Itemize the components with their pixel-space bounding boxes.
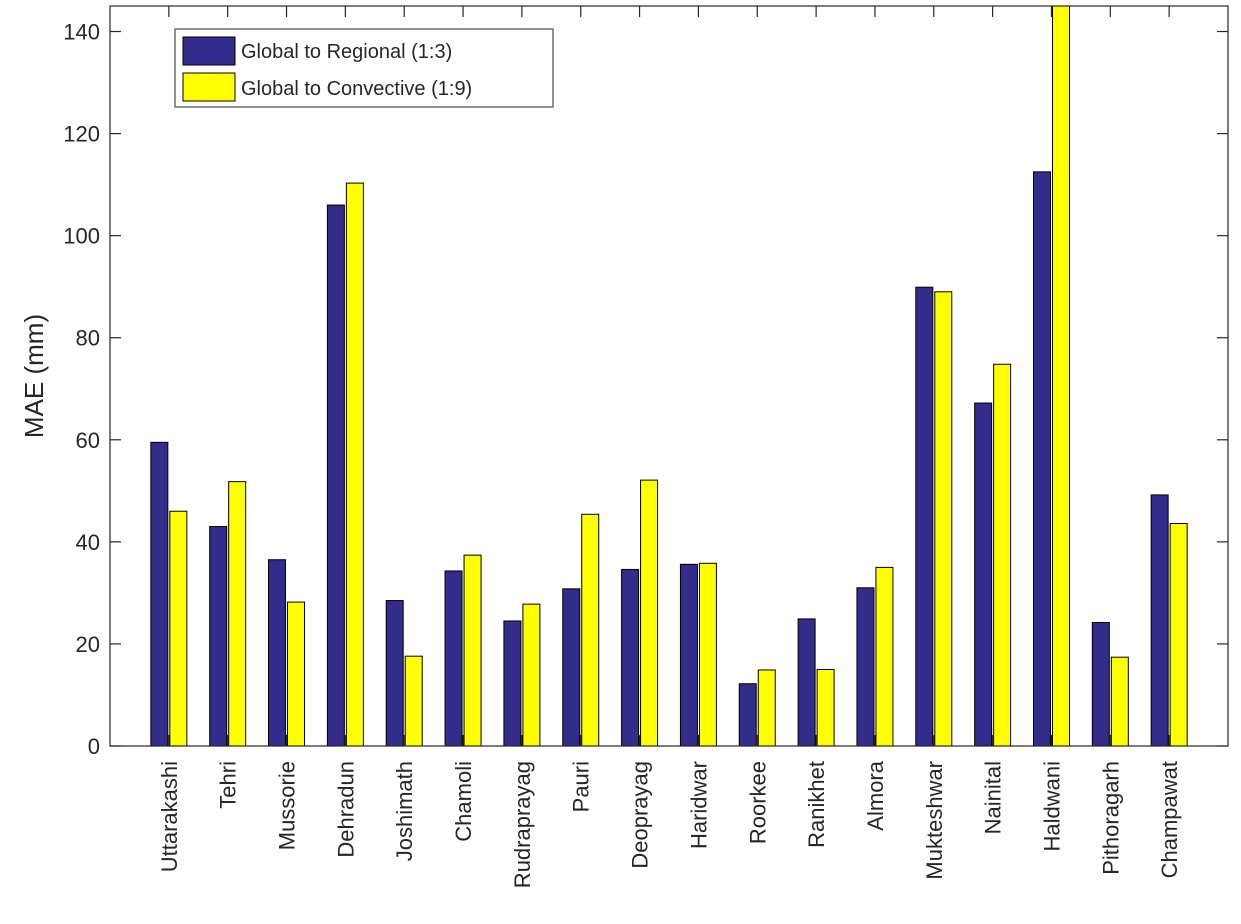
x-tick-label-uttarakashi: Uttarakashi xyxy=(157,761,182,872)
y-tick-label: 60 xyxy=(76,428,100,453)
bar-convective-haridwar xyxy=(698,562,717,747)
bar-regional-chamoli xyxy=(444,570,463,747)
x-tick-label-chamoli: Chamoli xyxy=(451,761,476,842)
bar-convective-uttarakashi xyxy=(169,510,188,747)
x-tick-label-pauri: Pauri xyxy=(569,761,594,812)
bar-regional-mukteshwar xyxy=(915,286,934,747)
x-tick-label-joshimath: Joshimath xyxy=(392,761,417,861)
bar-convective-haldwani xyxy=(1051,5,1070,747)
bar-convective-pithoragarh xyxy=(1110,656,1129,747)
y-tick-label: 140 xyxy=(63,20,100,45)
bar-regional-haldwani xyxy=(1032,171,1051,747)
bar-regional-joshimath xyxy=(385,600,404,747)
bar-regional-rudraprayag xyxy=(503,620,522,747)
bar-convective-champawat xyxy=(1169,522,1188,747)
x-tick-label-mukteshwar: Mukteshwar xyxy=(922,761,947,880)
x-tick-label-pithoragarh: Pithoragarh xyxy=(1098,761,1123,875)
bar-regional-pithoragarh xyxy=(1091,621,1110,747)
legend-swatch-convective xyxy=(182,72,236,102)
x-tick-label-mussorie: Mussorie xyxy=(275,761,300,850)
y-tick-label: 100 xyxy=(63,224,100,249)
bar-convective-chamoli xyxy=(463,554,482,747)
y-tick-label: 80 xyxy=(76,326,100,351)
y-tick-label: 40 xyxy=(76,530,100,555)
bar-regional-dehradun xyxy=(326,204,345,747)
legend: Global to Regional (1:3) Global to Conve… xyxy=(174,28,554,108)
x-tick-label-deoprayag: Deoprayag xyxy=(628,761,653,869)
legend-label-convective: Global to Convective (1:9) xyxy=(241,78,472,100)
bar-convective-deoprayag xyxy=(640,479,659,747)
y-ticks-group: 0 20 40 60 80 100 120 140 xyxy=(63,20,1228,759)
bar-convective-mussorie xyxy=(287,601,306,747)
bar-convective-ranikhet xyxy=(816,668,835,747)
plot-frame xyxy=(109,5,1229,747)
x-tick-label-almora: Almora xyxy=(863,760,888,830)
bar-convective-nainital xyxy=(993,363,1012,747)
legend-box xyxy=(174,28,554,108)
y-tick-label: 120 xyxy=(63,122,100,147)
x-ticks-group: Uttarakashi Tehri Mussorie Dehradun Joshimat… xyxy=(157,6,1182,888)
x-tick-label-ranikhet: Ranikhet xyxy=(804,761,829,848)
bar-convective-pauri xyxy=(581,513,600,747)
x-tick-label-champawat: Champawat xyxy=(1157,761,1182,878)
bar-convective-almora xyxy=(875,566,894,747)
bars-group xyxy=(150,5,1188,747)
y-axis-label: MAE (mm) xyxy=(19,314,49,438)
y-tick-label: 0 xyxy=(88,734,100,759)
bar-regional-tehri xyxy=(209,526,228,747)
x-tick-label-haldwani: Haldwani xyxy=(1039,761,1064,852)
bar-convective-rudraprayag xyxy=(522,603,541,747)
x-tick-label-nainital: Nainital xyxy=(981,761,1006,834)
bar-regional-deoprayag xyxy=(621,568,640,747)
bar-convective-tehri xyxy=(228,481,247,747)
bar-convective-dehradun xyxy=(345,182,364,747)
bar-regional-uttarakashi xyxy=(150,441,169,747)
x-tick-label-haridwar: Haridwar xyxy=(686,761,711,849)
bar-regional-pauri xyxy=(562,588,581,747)
x-tick-label-dehradun: Dehradun xyxy=(333,761,358,858)
x-tick-label-roorkee: Roorkee xyxy=(745,761,770,844)
bar-convective-joshimath xyxy=(404,655,423,747)
bar-regional-almora xyxy=(856,587,875,747)
bar-convective-roorkee xyxy=(757,669,776,747)
bar-regional-haridwar xyxy=(679,563,698,747)
x-tick-label-rudraprayag: Rudraprayag xyxy=(510,761,535,888)
bar-regional-champawat xyxy=(1150,494,1169,747)
bar-regional-ranikhet xyxy=(797,618,816,747)
y-tick-label: 20 xyxy=(76,632,100,657)
bar-regional-roorkee xyxy=(738,683,757,747)
x-tick-label-tehri: Tehri xyxy=(216,761,241,809)
legend-swatch-regional xyxy=(182,36,236,66)
bar-convective-mukteshwar xyxy=(934,291,953,747)
legend-label-regional: Global to Regional (1:3) xyxy=(241,41,452,63)
bar-regional-mussorie xyxy=(268,559,287,747)
bar-regional-nainital xyxy=(974,402,993,747)
